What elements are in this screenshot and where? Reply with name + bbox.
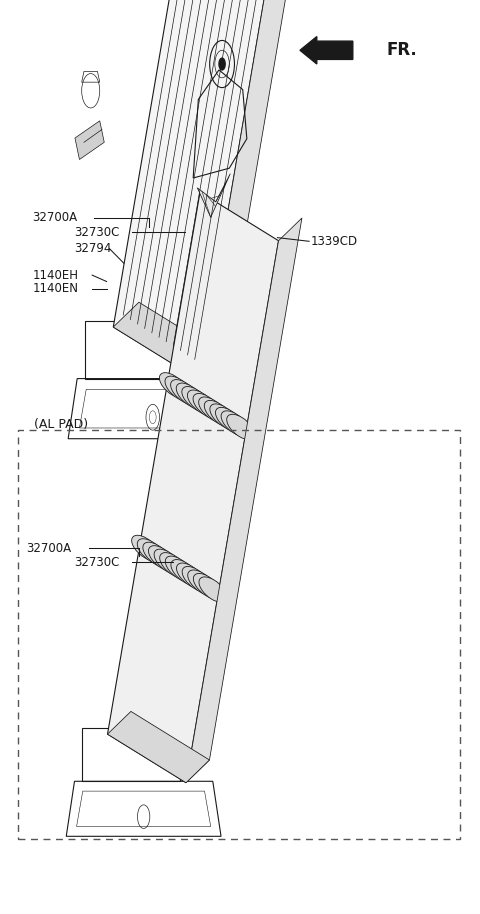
Polygon shape xyxy=(186,218,302,782)
Ellipse shape xyxy=(216,408,243,432)
Ellipse shape xyxy=(210,404,238,430)
Ellipse shape xyxy=(188,570,216,595)
Ellipse shape xyxy=(182,387,209,412)
Polygon shape xyxy=(197,174,230,218)
Polygon shape xyxy=(108,711,209,782)
Ellipse shape xyxy=(170,379,198,405)
Text: 1339CD: 1339CD xyxy=(311,235,358,248)
Ellipse shape xyxy=(165,556,193,581)
Text: 32794: 32794 xyxy=(74,242,112,255)
Ellipse shape xyxy=(132,536,159,560)
Ellipse shape xyxy=(165,377,192,401)
Ellipse shape xyxy=(221,410,249,436)
Polygon shape xyxy=(108,192,278,782)
Ellipse shape xyxy=(188,390,215,415)
Text: 32700A: 32700A xyxy=(26,542,72,555)
Polygon shape xyxy=(75,121,104,159)
Polygon shape xyxy=(113,0,300,380)
Ellipse shape xyxy=(204,400,232,426)
Text: 1140EN: 1140EN xyxy=(33,282,79,295)
Ellipse shape xyxy=(176,383,204,409)
Circle shape xyxy=(219,58,225,70)
Text: 32730C: 32730C xyxy=(74,226,120,239)
Ellipse shape xyxy=(171,559,199,585)
Text: (AL PAD): (AL PAD) xyxy=(34,419,88,431)
Ellipse shape xyxy=(137,538,165,564)
Ellipse shape xyxy=(143,542,170,568)
Ellipse shape xyxy=(182,567,210,591)
Polygon shape xyxy=(113,303,225,380)
Text: 32730C: 32730C xyxy=(74,556,120,569)
FancyArrow shape xyxy=(300,37,353,64)
Ellipse shape xyxy=(227,414,254,440)
Ellipse shape xyxy=(159,373,187,398)
Ellipse shape xyxy=(148,546,176,571)
Ellipse shape xyxy=(177,563,204,589)
Ellipse shape xyxy=(199,577,227,602)
Text: 32700A: 32700A xyxy=(33,211,78,224)
Bar xyxy=(18,430,460,839)
Ellipse shape xyxy=(199,397,227,422)
Text: 1140EH: 1140EH xyxy=(33,269,79,282)
Ellipse shape xyxy=(154,549,182,574)
Ellipse shape xyxy=(160,553,187,578)
Ellipse shape xyxy=(193,573,221,599)
Polygon shape xyxy=(199,0,326,380)
Ellipse shape xyxy=(193,394,221,419)
Text: FR.: FR. xyxy=(386,41,417,59)
